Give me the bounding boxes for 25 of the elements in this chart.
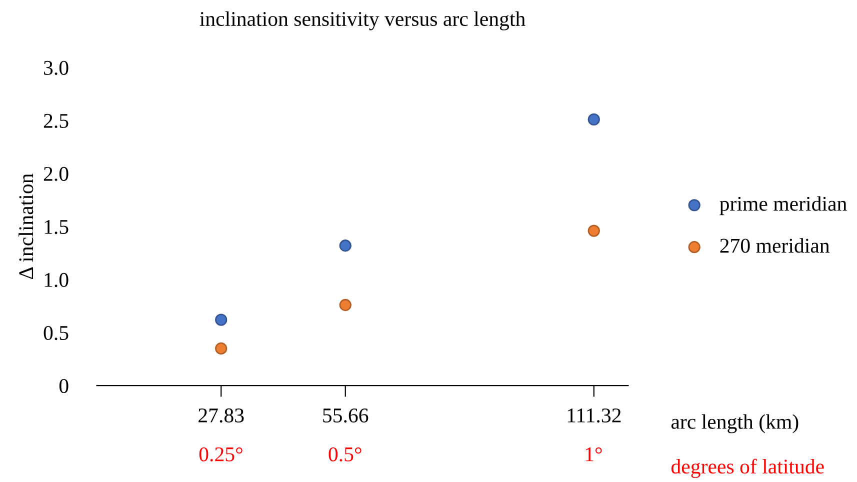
x2-tick-label: 1° [586,447,602,462]
point [588,224,600,237]
x-tick-label: 111.32 [568,408,621,423]
point [215,314,228,326]
legend-label: prime meridian [720,196,847,216]
y-tick-label: 1.0 [44,272,68,288]
y-tick-label: 2.0 [44,166,68,182]
y-axis-title: Δ inclination [18,174,34,280]
point [339,298,352,312]
x2-tick-label: 0.25° [199,447,242,462]
x-tick-label: 27.83 [198,408,244,423]
legend-label: 270 meridian [720,238,830,253]
x2-tick-label: 0.5° [328,447,362,462]
chart-title: inclination sensitivity versus arc length [200,11,526,30]
y-tick-label: 0.5 [44,326,68,340]
point [339,240,352,252]
x2-axis-title: degrees of latitude [671,458,824,478]
y-tick-label: 2.5 [44,114,68,128]
point [215,342,228,355]
x-tick-label: 55.66 [323,408,368,423]
y-tick-label: 3.0 [44,60,68,76]
point [588,113,600,126]
y-tick-label: 0 [59,378,68,394]
x-axis-title: arc length (km) [671,414,798,434]
y-tick-label: 1.5 [44,220,68,234]
